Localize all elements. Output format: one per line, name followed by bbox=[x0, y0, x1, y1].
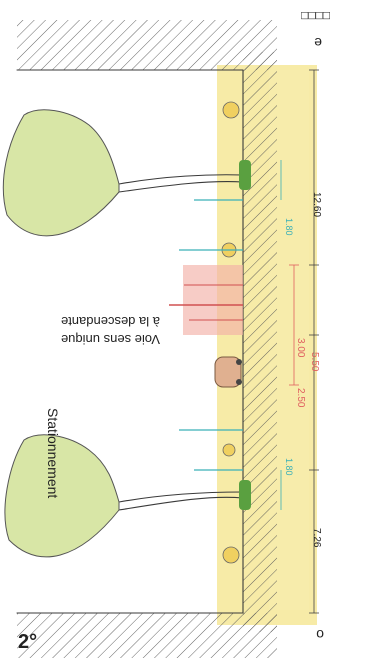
dim-sidewalk-left: 1.80 bbox=[284, 458, 294, 476]
building-wall-right bbox=[17, 20, 277, 70]
dim-parking: 2.50 bbox=[295, 388, 306, 408]
figure-label: 2° bbox=[18, 631, 37, 653]
lane-highlight bbox=[183, 265, 243, 335]
dim-total-right: 12.60 bbox=[311, 192, 322, 217]
tree-right bbox=[2, 109, 251, 237]
edge-right-label: e bbox=[314, 35, 322, 51]
shrub bbox=[222, 101, 240, 119]
soil-hatch bbox=[243, 52, 277, 632]
dim-total-left: 7.26 bbox=[311, 528, 322, 548]
dimension-line bbox=[280, 69, 319, 614]
sidewalk-arrows bbox=[179, 199, 243, 471]
dim-lane-zone: 5.50 bbox=[309, 352, 320, 372]
parking-label: Stationnement bbox=[45, 408, 61, 498]
shrub bbox=[222, 443, 236, 457]
dim-sidewalk-right: 1.80 bbox=[284, 218, 294, 236]
lane-label-line2: à la descendante bbox=[61, 314, 160, 329]
top-marks: □□□□ bbox=[301, 9, 330, 23]
tree-left bbox=[4, 434, 251, 558]
shrub bbox=[222, 546, 240, 564]
parked-car bbox=[214, 356, 242, 388]
lane-label-line1: Voie sens unique bbox=[61, 332, 160, 347]
edge-left-label: o bbox=[316, 627, 324, 643]
dim-lane: 3.00 bbox=[295, 338, 306, 358]
building-wall-left bbox=[17, 613, 277, 658]
